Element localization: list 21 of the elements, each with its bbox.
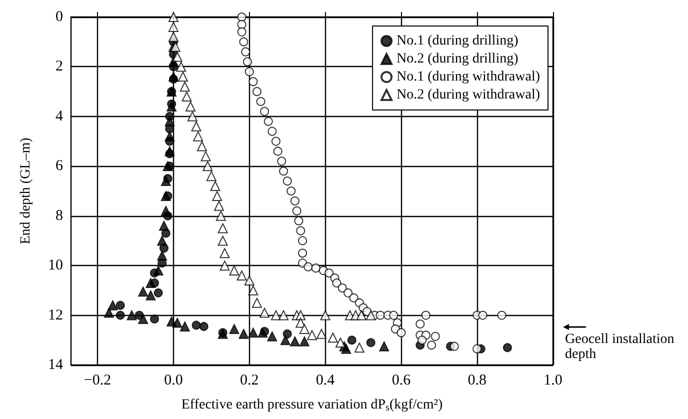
x-tick-label: 1.0 [544,372,562,388]
y-tick-label: 0 [56,9,63,25]
x-tick-label: 0.2 [240,372,259,388]
x-tick-label: −0.2 [84,372,112,388]
y-tick-label: 8 [56,208,63,224]
y-tick-label: 4 [56,108,64,124]
text: Geocell installation depth [565,332,676,362]
x-tick-label: 0.4 [316,372,336,388]
x-tick-label: 0.6 [392,372,412,388]
x-tick-label: 0.8 [468,372,486,388]
y-tick-label: 6 [56,158,64,174]
legend-label: No.1 (during withdrawal) [396,70,540,84]
y-tick-label: 10 [48,258,63,274]
y-axis-title: End depth (GL–m) [18,137,34,244]
legend-label: No.2 (during drilling) [396,52,519,66]
y-tick-label: 12 [48,307,63,324]
x-tick-label: 0.0 [164,372,183,388]
y-tick-label: 14 [48,357,64,373]
legend-label: No.2 (during withdrawal) [396,88,540,102]
y-tick-label: 2 [56,58,63,75]
legend-label: No.1 (during drilling) [396,34,519,48]
